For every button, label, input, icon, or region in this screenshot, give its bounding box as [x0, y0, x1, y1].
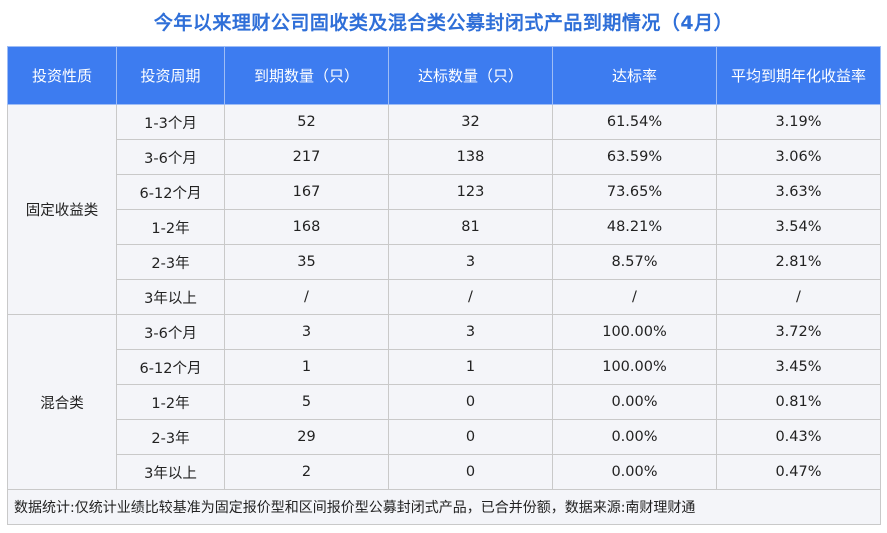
period-cell: 2-3年: [116, 419, 225, 455]
period-cell: 1-2年: [116, 209, 225, 245]
target-met-count-cell: 0: [388, 454, 553, 490]
header-target-met-count: 达标数量（只）: [388, 46, 553, 105]
maturity-count-cell: 52: [224, 104, 389, 140]
period-cell: 3-6个月: [116, 139, 225, 175]
avg-yield-cell: 3.54%: [716, 209, 881, 245]
target-met-rate-cell: 0.00%: [552, 384, 717, 420]
table-row: 1-2年 5 0 0.00% 0.81%: [8, 384, 881, 420]
target-met-count-cell: 3: [388, 244, 553, 280]
period-cell: 3年以上: [116, 454, 225, 490]
header-investment-period: 投资周期: [116, 46, 225, 105]
avg-yield-cell: 3.06%: [716, 139, 881, 175]
maturity-count-cell: 29: [224, 419, 389, 455]
table-row: 混合类 3-6个月 3 3 100.00% 3.72%: [7, 314, 881, 490]
target-met-rate-cell: 48.21%: [552, 209, 717, 245]
target-met-count-cell: 0: [388, 419, 553, 455]
table-row: 3年以上 / / / /: [8, 279, 881, 315]
source-note: 数据统计:仅统计业绩比较基准为固定报价型和区间报价型公募封闭式产品，已合并份额，…: [7, 489, 881, 525]
page-title: 今年以来理财公司固收类及混合类公募封闭式产品到期情况（4月）: [153, 12, 734, 34]
table-header-row: 投资性质 投资周期 到期数量（只） 达标数量（只） 达标率 平均到期年化收益率: [7, 46, 881, 105]
period-cell: 2-3年: [116, 244, 225, 280]
target-met-count-cell: 3: [388, 314, 553, 350]
maturity-table: 投资性质 投资周期 到期数量（只） 达标数量（只） 达标率 平均到期年化收益率 …: [7, 46, 881, 525]
maturity-count-cell: /: [224, 279, 389, 315]
period-cell: 1-3个月: [116, 104, 225, 140]
table-row: 6-12个月 167 123 73.65% 3.63%: [8, 174, 881, 210]
target-met-count-cell: 81: [388, 209, 553, 245]
table-row: 2-3年 35 3 8.57% 2.81%: [8, 244, 881, 280]
target-met-rate-cell: 100.00%: [552, 314, 717, 350]
header-target-met-rate: 达标率: [552, 46, 717, 105]
maturity-count-cell: 168: [224, 209, 389, 245]
header-investment-type: 投资性质: [7, 46, 117, 105]
maturity-count-cell: 35: [224, 244, 389, 280]
avg-yield-cell: 0.47%: [716, 454, 881, 490]
table-row: 1-2年 168 81 48.21% 3.54%: [8, 209, 881, 245]
maturity-count-cell: 217: [224, 139, 389, 175]
target-met-rate-cell: 61.54%: [552, 104, 717, 140]
header-avg-annualized-yield: 平均到期年化收益率: [716, 46, 881, 105]
group-label: 固定收益类: [7, 104, 117, 315]
avg-yield-cell: 3.19%: [716, 104, 881, 140]
target-met-rate-cell: 100.00%: [552, 349, 717, 385]
table-row: 3年以上 2 0 0.00% 0.47%: [8, 454, 881, 490]
table-row: 2-3年 29 0 0.00% 0.43%: [8, 419, 881, 455]
period-cell: 3年以上: [116, 279, 225, 315]
maturity-count-cell: 167: [224, 174, 389, 210]
maturity-count-cell: 3: [224, 314, 389, 350]
avg-yield-cell: 0.81%: [716, 384, 881, 420]
maturity-count-cell: 2: [224, 454, 389, 490]
period-cell: 6-12个月: [116, 174, 225, 210]
avg-yield-cell: 0.43%: [716, 419, 881, 455]
target-met-rate-cell: 8.57%: [552, 244, 717, 280]
target-met-rate-cell: 63.59%: [552, 139, 717, 175]
target-met-count-cell: 138: [388, 139, 553, 175]
table-row: 固定收益类 1-3个月 52 32 61.54% 3.19%: [7, 104, 881, 315]
target-met-rate-cell: /: [552, 279, 717, 315]
header-maturity-count: 到期数量（只）: [224, 46, 389, 105]
avg-yield-cell: 3.72%: [716, 314, 881, 350]
period-cell: 3-6个月: [116, 314, 225, 350]
target-met-count-cell: /: [388, 279, 553, 315]
avg-yield-cell: /: [716, 279, 881, 315]
period-cell: 1-2年: [116, 384, 225, 420]
table-footer-row: 数据统计:仅统计业绩比较基准为固定报价型和区间报价型公募封闭式产品，已合并份额，…: [7, 489, 881, 525]
avg-yield-cell: 3.45%: [716, 349, 881, 385]
target-met-rate-cell: 73.65%: [552, 174, 717, 210]
maturity-count-cell: 5: [224, 384, 389, 420]
target-met-count-cell: 0: [388, 384, 553, 420]
avg-yield-cell: 3.63%: [716, 174, 881, 210]
table-row: 6-12个月 1 1 100.00% 3.45%: [8, 349, 881, 385]
avg-yield-cell: 2.81%: [716, 244, 881, 280]
target-met-count-cell: 32: [388, 104, 553, 140]
target-met-count-cell: 1: [388, 349, 553, 385]
table-row: 3-6个月 217 138 63.59% 3.06%: [8, 139, 881, 175]
target-met-rate-cell: 0.00%: [552, 454, 717, 490]
maturity-count-cell: 1: [224, 349, 389, 385]
group-label: 混合类: [7, 314, 117, 490]
target-met-rate-cell: 0.00%: [552, 419, 717, 455]
target-met-count-cell: 123: [388, 174, 553, 210]
period-cell: 6-12个月: [116, 349, 225, 385]
